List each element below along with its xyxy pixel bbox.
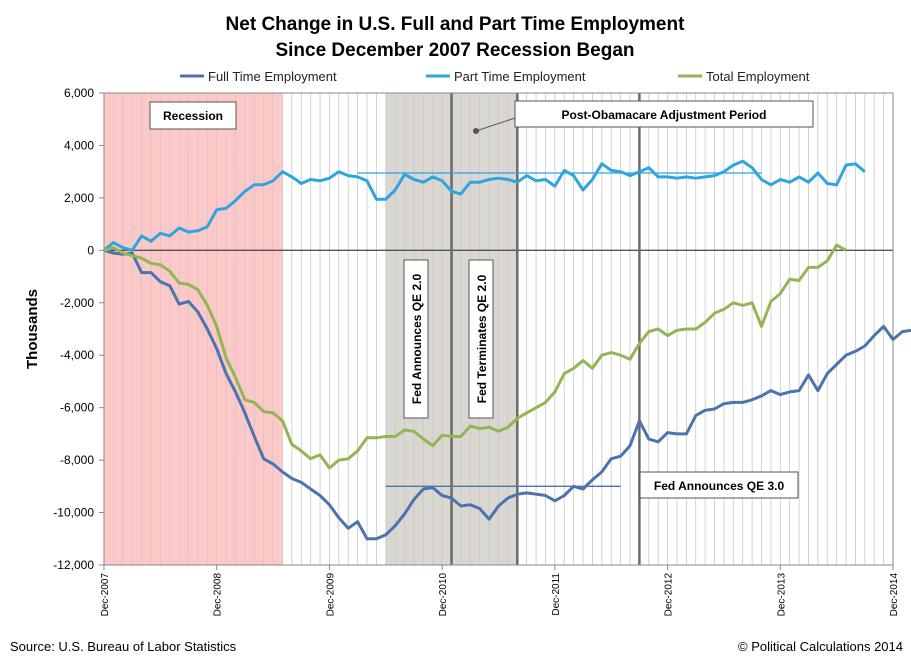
y-axis: 6,000 4,000 2,000 0 -2,000 -4,000 -6,000 -8,000…	[53, 86, 104, 572]
legend-label: Total Employment	[706, 69, 810, 84]
recession-shading	[104, 93, 282, 565]
x-axis: Dec-2007 Dec-2008 Dec-2009 Dec-2010 Dec-2011…	[100, 565, 900, 616]
y-tick-label: 0	[87, 243, 94, 257]
adjustment-leader-dot	[473, 128, 479, 134]
y-tick-label: -6,000	[60, 401, 94, 415]
y-tick-label: 4,000	[64, 138, 94, 152]
y-axis-label: Thousands	[24, 289, 41, 369]
qe2-terminate-label: Fed Terminates QE 2.0	[469, 260, 493, 418]
recession-label: Recession	[150, 102, 236, 129]
x-tick-label: Dec-2011	[551, 573, 562, 616]
x-tick-label: Dec-2012	[664, 573, 675, 617]
x-tick-label: Dec-2008	[213, 573, 224, 617]
y-tick-label: -4,000	[60, 348, 94, 362]
qe2-announce-text: Fed Announces QE 2.0	[410, 274, 424, 405]
source-note: Source: U.S. Bureau of Labor Statistics	[10, 639, 237, 654]
chart-subtitle: Since December 2007 Recession Began	[275, 40, 634, 61]
x-tick-label: Dec-2014	[889, 573, 900, 617]
x-tick-label: Dec-2007	[100, 573, 111, 617]
legend-label: Part Time Employment	[454, 69, 586, 84]
y-tick-label: -8,000	[60, 453, 94, 467]
adjustment-label-text: Post-Obamacare Adjustment Period	[562, 108, 767, 122]
x-tick-label: Dec-2013	[776, 573, 787, 617]
credit-note: © Political Calculations 2014	[738, 639, 903, 654]
recession-label-text: Recession	[163, 109, 223, 123]
y-tick-label: 6,000	[64, 86, 94, 100]
qe3-announce-label: Fed Announces QE 3.0	[640, 472, 798, 498]
x-tick-label: Dec-2010	[438, 573, 449, 617]
legend-label: Full Time Employment	[208, 69, 337, 84]
legend: Full Time Employment Part Time Employment…	[180, 69, 810, 84]
qe2-announce-label: Fed Announces QE 2.0	[404, 260, 428, 418]
y-tick-label: -10,000	[53, 506, 94, 520]
y-tick-label: -12,000	[53, 558, 94, 572]
qe3-announce-text: Fed Announces QE 3.0	[654, 479, 785, 493]
x-tick-label: Dec-2009	[325, 573, 336, 617]
y-tick-label: 2,000	[64, 191, 94, 205]
y-tick-label: -2,000	[60, 296, 94, 310]
chart-title: Net Change in U.S. Full and Part Time Em…	[226, 14, 686, 35]
qe2-terminate-text: Fed Terminates QE 2.0	[475, 274, 489, 403]
